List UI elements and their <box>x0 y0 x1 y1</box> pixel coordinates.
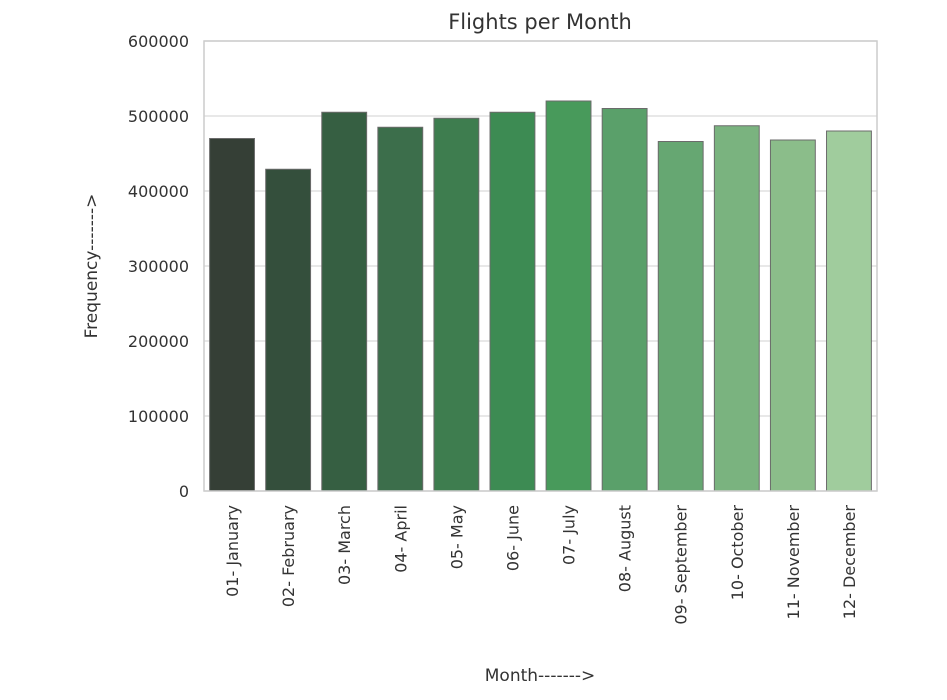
y-tick-label: 100000 <box>128 407 189 426</box>
x-tick-label: 06- June <box>503 505 522 571</box>
bar <box>769 139 816 492</box>
bar <box>489 111 536 492</box>
x-tick-label: 02- February <box>279 505 298 607</box>
bar <box>321 111 368 492</box>
y-tick-label: 300000 <box>128 257 189 276</box>
x-tick-label: 05- May <box>447 505 466 569</box>
bar <box>657 141 704 492</box>
y-tick-label: 600000 <box>128 32 189 51</box>
bar <box>713 125 760 492</box>
x-tick-label: 10- October <box>728 505 747 601</box>
x-axis-label: Month-------> <box>485 666 595 686</box>
x-tick-label: 08- August <box>616 505 635 592</box>
bar <box>826 130 872 492</box>
bar <box>601 108 648 492</box>
plot-frame <box>203 40 878 492</box>
y-tick-label: 0 <box>179 482 189 501</box>
x-tick-label: 03- March <box>335 505 354 585</box>
x-tick-label: 12- December <box>840 505 859 620</box>
y-tick-label: 200000 <box>128 332 189 351</box>
bar <box>377 126 424 492</box>
y-tick-labels: 0 100000 200000 300000 400000 500000 600000 <box>128 32 189 501</box>
y-axis-label: Frequency-------> <box>82 194 102 339</box>
x-tick-label: 11- November <box>784 505 803 620</box>
x-tick-label: 09- September <box>672 505 691 625</box>
bars <box>209 100 872 492</box>
x-tick-label: 04- April <box>391 505 410 573</box>
y-tick-label: 400000 <box>128 182 189 201</box>
x-tick-label: 01- January <box>223 505 242 597</box>
bar <box>265 168 312 492</box>
x-tick-label: 07- July <box>560 505 579 565</box>
bar <box>545 100 592 492</box>
bar <box>209 138 255 492</box>
x-tick-labels: 01- January 02- February 03- March 04- Apri… <box>223 505 859 625</box>
bar <box>433 117 480 492</box>
y-tick-label: 500000 <box>128 107 189 126</box>
chart-title: Flights per Month <box>448 10 632 34</box>
